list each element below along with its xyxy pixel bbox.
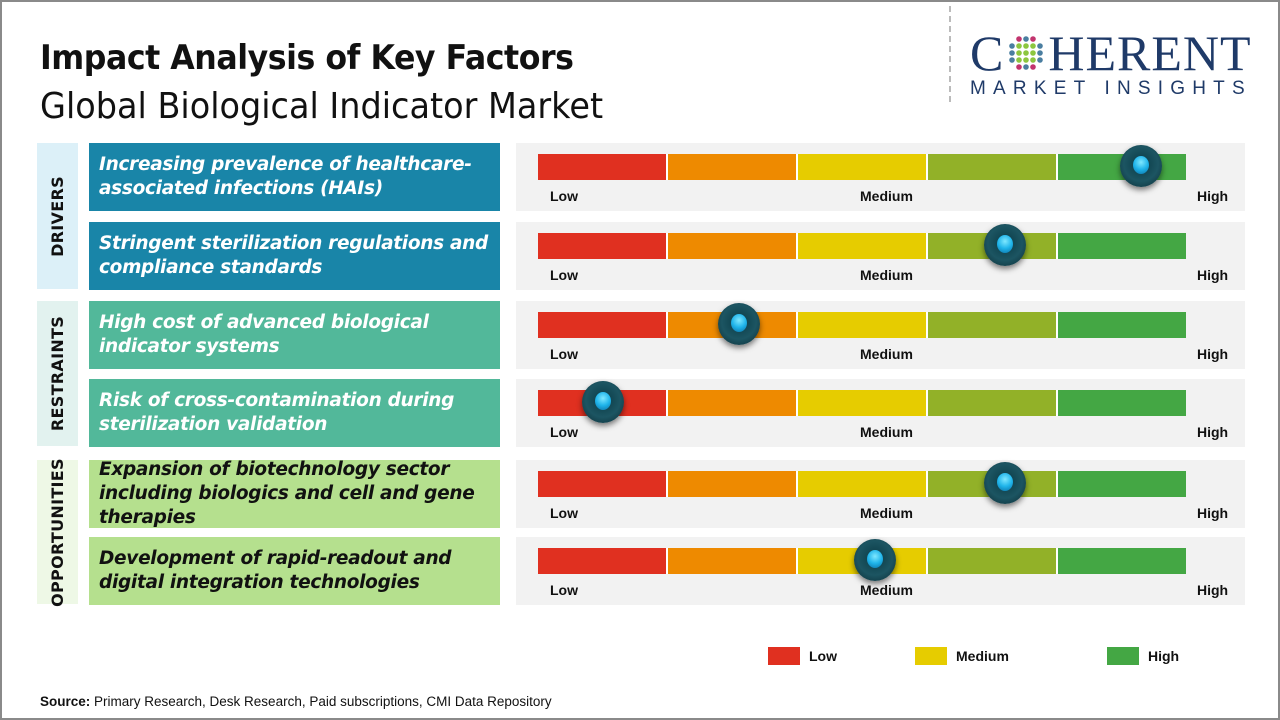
source-note: Source: Primary Research, Desk Research,… [40, 694, 552, 709]
scale-label-medium: Medium [860, 424, 913, 440]
scale-label-medium: Medium [860, 267, 913, 283]
impact-gauge: Low Medium High [516, 143, 1245, 211]
scale-segment [538, 312, 668, 338]
impact-scale-bar [538, 312, 1186, 338]
impact-gauge: Low Medium High [516, 301, 1245, 369]
impact-indicator-knob [581, 381, 624, 423]
coherent-logo: C HERENT MARKET INSIGHTS [970, 25, 1252, 99]
scale-label-low: Low [550, 346, 578, 362]
impact-scale-bar [538, 471, 1186, 497]
legend-swatch-low [768, 647, 800, 665]
divider [949, 6, 951, 102]
factor-label: High cost of advanced biological indicat… [89, 301, 500, 369]
scale-segment [538, 471, 668, 497]
scale-label-high: High [1197, 267, 1229, 283]
scale-label-medium: Medium [860, 346, 913, 362]
scale-label-medium: Medium [860, 505, 913, 521]
page-subtitle: Global Biological Indicator Market [40, 86, 604, 127]
scale-segment [928, 312, 1058, 338]
scale-segment [798, 233, 928, 259]
scale-segment [798, 471, 928, 497]
legend-high: High [1107, 647, 1179, 665]
scale-label-low: Low [550, 188, 578, 204]
legend-swatch-high [1107, 647, 1139, 665]
factor-label: Stringent sterilization regulations and … [89, 222, 500, 290]
impact-indicator-knob [853, 539, 896, 581]
impact-indicator-knob [983, 224, 1026, 266]
impact-scale-bar [538, 390, 1186, 416]
page-title: Impact Analysis of Key Factors [40, 38, 574, 78]
impact-indicator-knob [1119, 145, 1162, 187]
impact-scale-bar [538, 154, 1186, 180]
scale-segment [668, 471, 798, 497]
impact-gauge: Low Medium High [516, 222, 1245, 290]
scale-segment [668, 233, 798, 259]
factor-label: Increasing prevalence of healthcare-asso… [89, 143, 500, 211]
scale-label-low: Low [550, 505, 578, 521]
category-opportunities: OPPORTUNITIES [37, 458, 78, 606]
scale-segment [928, 154, 1058, 180]
factor-label: Development of rapid-readout and digital… [89, 537, 500, 605]
scale-label-high: High [1197, 582, 1229, 598]
factor-label: Expansion of biotechnology sector includ… [89, 459, 500, 528]
category-restraints: RESTRAINTS [37, 301, 78, 446]
scale-segment [668, 548, 798, 574]
scale-segment [538, 233, 668, 259]
scale-label-medium: Medium [860, 188, 913, 204]
scale-segment [1058, 471, 1186, 497]
scale-segment [928, 548, 1058, 574]
scale-segment [798, 390, 928, 416]
scale-segment [1058, 233, 1186, 259]
scale-label-high: High [1197, 424, 1229, 440]
scale-label-high: High [1197, 505, 1229, 521]
category-drivers: DRIVERS [37, 143, 78, 289]
scale-label-medium: Medium [860, 582, 913, 598]
scale-label-high: High [1197, 188, 1229, 204]
scale-label-low: Low [550, 424, 578, 440]
scale-segment [1058, 390, 1186, 416]
impact-indicator-knob [983, 462, 1026, 504]
impact-gauge: Low Medium High [516, 379, 1245, 447]
scale-segment [538, 154, 668, 180]
globe-icon [1009, 36, 1044, 70]
legend-swatch-medium [915, 647, 947, 665]
impact-gauge: Low Medium High [516, 537, 1245, 605]
factor-label: Risk of cross-contamination during steri… [89, 379, 500, 447]
scale-segment [798, 312, 928, 338]
impact-indicator-knob [717, 303, 760, 345]
impact-scale-bar [538, 233, 1186, 259]
scale-label-high: High [1197, 346, 1229, 362]
legend-medium: Medium [915, 647, 1009, 665]
scale-segment [1058, 312, 1186, 338]
scale-segment [798, 154, 928, 180]
scale-label-low: Low [550, 582, 578, 598]
scale-label-low: Low [550, 267, 578, 283]
scale-segment [668, 154, 798, 180]
impact-gauge: Low Medium High [516, 460, 1245, 528]
legend-low: Low [768, 647, 837, 665]
scale-segment [668, 390, 798, 416]
scale-segment [538, 548, 668, 574]
scale-segment [928, 390, 1058, 416]
scale-segment [1058, 548, 1186, 574]
